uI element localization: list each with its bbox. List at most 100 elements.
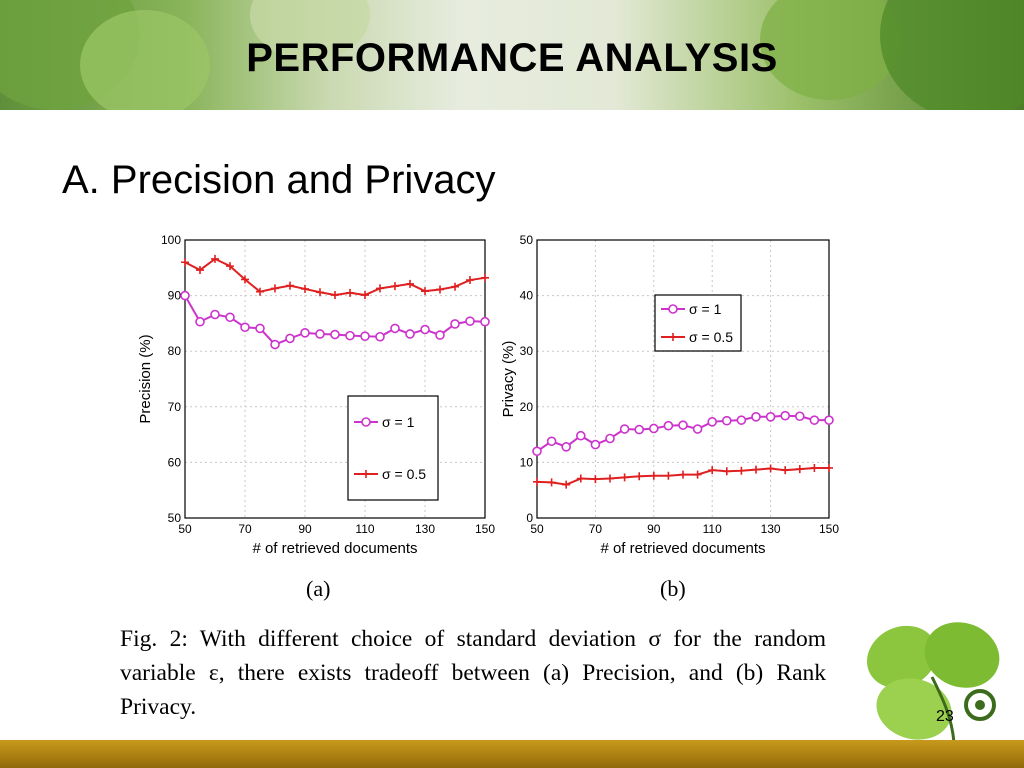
y-tick-label: 20 <box>520 400 534 414</box>
y-tick-label: 70 <box>168 400 182 414</box>
data-point <box>809 415 820 425</box>
chart-panel-a: 50 70 90 110 130 150 50 60 70 80 90 100 # of retriev… <box>137 233 495 557</box>
y-tick-label: 80 <box>168 344 182 358</box>
data-point <box>664 471 673 480</box>
data-point <box>619 424 630 434</box>
figure: 50 70 90 110 130 150 50 60 70 80 90 100 # of retriev… <box>120 228 840 728</box>
data-point <box>679 470 687 479</box>
data-point <box>678 420 688 430</box>
data-point <box>361 291 369 300</box>
data-point <box>181 258 189 267</box>
data-point <box>692 424 703 434</box>
x-tick-label: 50 <box>178 522 192 536</box>
data-point <box>562 480 571 489</box>
data-point <box>240 322 250 333</box>
data-point <box>330 329 340 340</box>
data-point <box>406 279 414 288</box>
data-point <box>451 282 459 291</box>
data-point <box>575 430 586 441</box>
legend-marker <box>668 304 678 314</box>
data-point <box>649 471 658 480</box>
data-point <box>781 466 790 475</box>
data-point <box>736 415 747 425</box>
data-point <box>620 473 629 482</box>
chart-panel-b: 50 70 90 110 130 150 0 10 20 30 40 50 # of retrieved… <box>500 233 839 557</box>
plot-frame <box>536 239 830 519</box>
data-point <box>752 465 760 474</box>
data-point <box>561 442 572 452</box>
data-point <box>737 466 746 475</box>
data-point <box>590 439 601 450</box>
legend-marker <box>362 470 370 478</box>
leaf-decoration <box>880 0 1024 110</box>
data-point <box>547 478 556 487</box>
data-point <box>810 463 819 472</box>
data-point <box>211 254 219 263</box>
data-point <box>765 412 776 422</box>
legend-label: σ = 1 <box>382 414 415 430</box>
data-point <box>824 415 834 425</box>
data-point <box>180 290 190 301</box>
data-point <box>391 282 399 291</box>
data-point <box>634 424 645 435</box>
data-point <box>255 323 265 334</box>
y-tick-label: 0 <box>526 511 533 525</box>
data-point <box>256 287 264 296</box>
data-point <box>300 328 310 338</box>
data-point <box>225 312 235 323</box>
x-tick-label: 150 <box>475 522 495 536</box>
data-point <box>708 466 717 475</box>
data-point <box>315 329 325 339</box>
y-tick-label: 50 <box>520 233 534 247</box>
data-point <box>346 288 354 297</box>
data-point <box>285 333 295 344</box>
data-point <box>606 474 614 483</box>
data-point <box>466 276 474 285</box>
data-point <box>766 464 775 473</box>
data-point <box>533 477 541 486</box>
legend-marker <box>669 333 677 341</box>
x-tick-label: 70 <box>589 522 603 536</box>
data-point <box>795 465 804 474</box>
data-point <box>794 411 805 422</box>
data-point <box>481 273 489 282</box>
data-point <box>576 474 585 483</box>
x-tick-label: 110 <box>703 522 722 536</box>
data-point <box>435 330 445 340</box>
data-point <box>722 467 731 476</box>
data-point <box>605 433 615 444</box>
data-point <box>195 316 205 327</box>
page-number: 23 <box>936 708 954 725</box>
data-point <box>375 331 385 342</box>
y-tick-label: 100 <box>161 233 181 247</box>
plot-frame <box>184 239 486 519</box>
data-point <box>780 410 791 421</box>
leaf-decoration <box>760 0 900 100</box>
x-tick-label: 90 <box>298 522 312 536</box>
y-tick-label: 30 <box>520 344 534 358</box>
data-point <box>591 475 600 484</box>
leaf-decoration <box>80 10 210 110</box>
data-point <box>271 284 279 293</box>
x-tick-label: 150 <box>819 522 839 536</box>
section-title: A. Precision and Privacy <box>62 158 496 202</box>
data-point <box>376 284 384 293</box>
data-point <box>270 339 280 350</box>
legend-box <box>654 294 742 352</box>
clover-logo-icon <box>866 622 1000 744</box>
legend-label: σ = 0.5 <box>382 466 426 482</box>
data-point <box>450 319 460 329</box>
figure-caption: Fig. 2: With different choice of standar… <box>120 622 826 724</box>
footer-bar <box>0 740 1024 768</box>
data-point <box>635 472 644 481</box>
data-point <box>465 316 475 326</box>
header-banner <box>0 0 1024 110</box>
data-point <box>316 288 324 297</box>
y-axis-label: Privacy (%) <box>500 341 517 418</box>
x-tick-label: 110 <box>355 522 374 536</box>
data-point <box>707 417 718 427</box>
data-point <box>390 323 400 334</box>
y-tick-label: 50 <box>168 511 182 525</box>
data-point <box>210 309 220 320</box>
